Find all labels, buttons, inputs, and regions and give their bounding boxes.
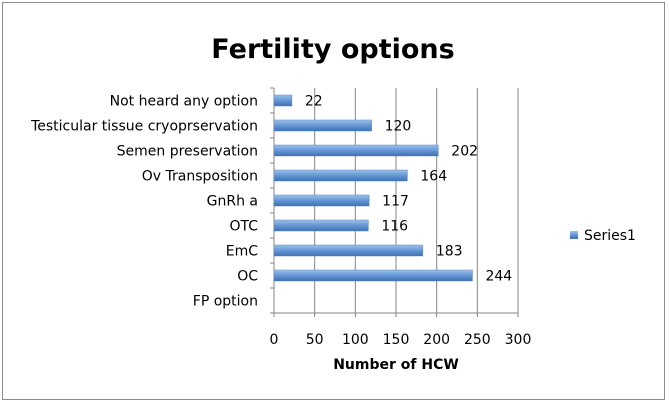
category-label: Ov Transposition [142, 169, 258, 185]
x-tick-label: 300 [505, 332, 532, 348]
x-tick-label: 50 [306, 332, 324, 348]
data-label: 117 [382, 194, 409, 210]
bar [273, 169, 408, 182]
data-label: 244 [485, 269, 512, 285]
category-label: OC [237, 269, 258, 285]
chart-title: Fertility options [211, 34, 454, 65]
x-tick-label: 100 [342, 332, 369, 348]
legend-swatch [570, 231, 578, 239]
data-label: 116 [381, 219, 408, 235]
data-label: 120 [385, 119, 412, 135]
bar [273, 219, 369, 232]
bar [273, 94, 293, 107]
data-label: 164 [420, 169, 447, 185]
data-label: 202 [451, 144, 478, 160]
x-tick-label: 250 [464, 332, 491, 348]
category-label: Testicular tissue cryoprservation [30, 119, 258, 135]
x-tick-label: 200 [423, 332, 450, 348]
bars-group [273, 94, 473, 282]
bar [273, 244, 424, 257]
category-label: FP option [193, 294, 258, 310]
category-labels: FP option OC EmC OTC GnRh a Ov Transposition S… [30, 94, 258, 310]
x-tick-labels: 0 50 100 150 200 250 300 [270, 332, 532, 348]
bar [273, 269, 473, 282]
category-label: EmC [226, 244, 258, 260]
category-label: Not heard any option [110, 94, 258, 110]
x-axis-title: Number of HCW [333, 357, 459, 373]
bar [273, 194, 370, 207]
bar [273, 119, 372, 132]
data-label: 183 [436, 244, 463, 260]
bar [273, 144, 439, 157]
category-label: Semen preservation [117, 144, 258, 160]
category-label: OTC [229, 219, 258, 235]
data-label: 22 [305, 94, 323, 110]
legend-entry: Series1 [584, 228, 636, 244]
x-tick-label: 150 [383, 332, 410, 348]
category-label: GnRh a [207, 194, 258, 210]
x-tick-label: 0 [270, 332, 279, 348]
